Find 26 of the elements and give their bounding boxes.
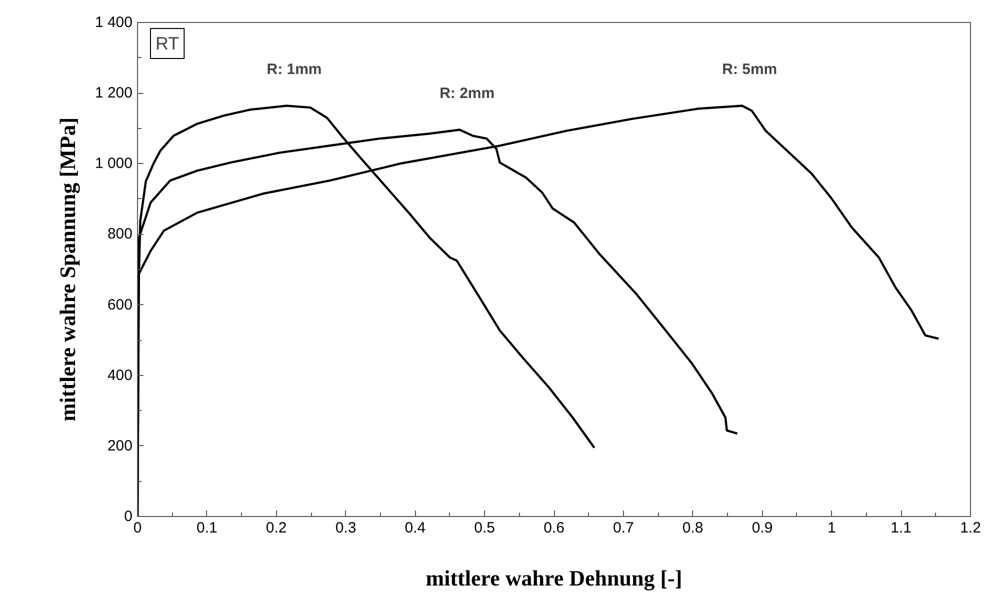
x-tick-label: 0.5: [474, 520, 496, 536]
y-axis-title: mittlere wahre Spannung [MPa]: [54, 117, 80, 422]
x-tick-label: 1.1: [890, 520, 912, 536]
x-tick-label: 0.4: [404, 520, 426, 536]
x-axis-title: mittlere wahre Dehnung [-]: [426, 566, 682, 590]
series-label: R: 1mm: [266, 60, 322, 78]
x-tick-label: 1: [827, 520, 836, 536]
y-tick-label: 1 200: [94, 84, 133, 102]
x-tick-label: 0.8: [682, 520, 704, 536]
series-label: R: 5mm: [722, 60, 778, 78]
y-tick-label: 1 000: [94, 155, 133, 172]
x-tick-label: 0.7: [612, 520, 634, 536]
x-tick-label: 1.2: [960, 520, 981, 536]
y-tick-label: 0: [124, 508, 132, 525]
x-tick-label: 0.2: [266, 520, 287, 536]
y-tick-label: 800: [107, 226, 133, 243]
y-tick-label: 200: [107, 437, 133, 454]
y-tick-label: 400: [107, 366, 133, 384]
text: R: 2mm: [440, 84, 495, 102]
x-tick-label: 0.3: [335, 520, 356, 536]
x-tick-label: 0.9: [752, 520, 773, 536]
annotation: RT: [156, 34, 180, 54]
y-tick-label: 600: [107, 296, 133, 314]
y-tick-label: 1 400: [94, 14, 133, 31]
x-tick-label: 0.1: [196, 520, 218, 536]
x-tick-label: 0.6: [544, 520, 564, 536]
